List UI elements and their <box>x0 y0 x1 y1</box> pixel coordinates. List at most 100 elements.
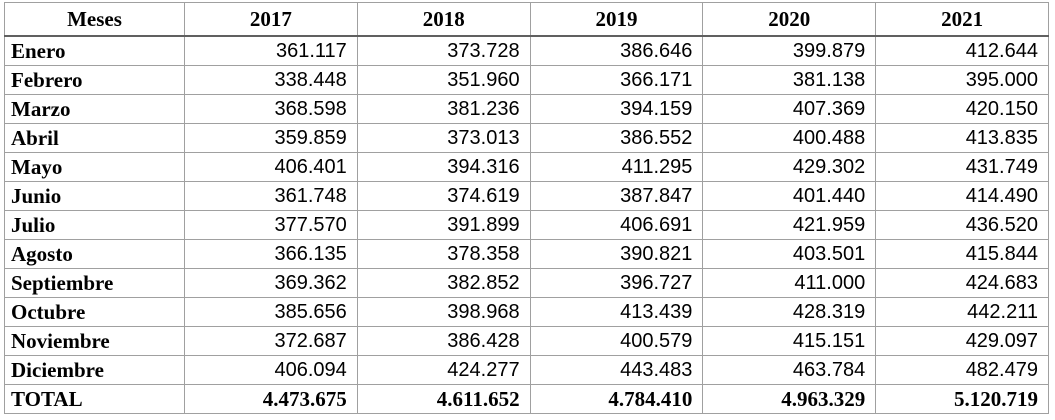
month-cell: Febrero <box>4 65 185 95</box>
data-row: Octubre 385.656 398.968 413.439 428.319 442.2… <box>4 297 1049 327</box>
value-cell: 482.479 <box>875 355 1049 385</box>
value-cell: 401.440 <box>702 181 877 211</box>
header-cell: 2019 <box>529 2 704 37</box>
value-cell: 411.000 <box>702 268 877 298</box>
total-row: TOTAL 4.473.675 4.611.652 4.784.410 4.963.32… <box>4 384 1049 414</box>
value-cell: 463.784 <box>702 355 877 385</box>
data-row: Noviembre 372.687 386.428 400.579 415.151 429… <box>4 326 1049 356</box>
value-cell: 386.552 <box>529 123 704 153</box>
value-cell: 391.899 <box>356 210 531 240</box>
header-cell: 2017 <box>184 2 358 37</box>
total-cell: 5.120.719 <box>875 384 1049 414</box>
data-row: Diciembre 406.094 424.277 443.483 463.784 482… <box>4 355 1049 385</box>
value-cell: 351.960 <box>356 65 531 95</box>
value-cell: 394.316 <box>356 152 531 182</box>
value-cell: 400.579 <box>529 326 704 356</box>
data-row: Febrero 338.448 351.960 366.171 381.138 395.0… <box>4 65 1049 95</box>
data-row: Mayo 406.401 394.316 411.295 429.302 431.749 <box>4 152 1049 182</box>
month-cell: Noviembre <box>4 326 185 356</box>
value-cell: 406.094 <box>184 355 358 385</box>
value-cell: 412.644 <box>875 35 1049 66</box>
data-row: Enero 361.117 373.728 386.646 399.879 412.644 <box>4 35 1049 66</box>
value-cell: 338.448 <box>184 65 358 95</box>
month-cell: Agosto <box>4 239 185 269</box>
value-cell: 369.362 <box>184 268 358 298</box>
total-cell: 4.963.329 <box>702 384 877 414</box>
value-cell: 431.749 <box>875 152 1049 182</box>
value-cell: 390.821 <box>529 239 704 269</box>
value-cell: 436.520 <box>875 210 1049 240</box>
value-cell: 373.728 <box>356 35 531 66</box>
value-cell: 372.687 <box>184 326 358 356</box>
month-cell: Junio <box>4 181 185 211</box>
value-cell: 415.151 <box>702 326 877 356</box>
value-cell: 403.501 <box>702 239 877 269</box>
value-cell: 424.683 <box>875 268 1049 298</box>
value-cell: 381.138 <box>702 65 877 95</box>
value-cell: 413.439 <box>529 297 704 327</box>
value-cell: 374.619 <box>356 181 531 211</box>
data-row: Junio 361.748 374.619 387.847 401.440 414.490 <box>4 181 1049 211</box>
value-cell: 373.013 <box>356 123 531 153</box>
value-cell: 386.428 <box>356 326 531 356</box>
data-row: Marzo 368.598 381.236 394.159 407.369 420.150 <box>4 94 1049 124</box>
value-cell: 424.277 <box>356 355 531 385</box>
value-cell: 428.319 <box>702 297 877 327</box>
value-cell: 406.691 <box>529 210 704 240</box>
value-cell: 382.852 <box>356 268 531 298</box>
value-cell: 377.570 <box>184 210 358 240</box>
month-cell: Abril <box>4 123 185 153</box>
value-cell: 398.968 <box>356 297 531 327</box>
value-cell: 395.000 <box>875 65 1049 95</box>
value-cell: 442.211 <box>875 297 1049 327</box>
total-cell: 4.611.652 <box>356 384 531 414</box>
data-table: Meses 2017 2018 2019 2020 2021 Enero 361.117 37… <box>4 2 1049 414</box>
header-cell: 2020 <box>702 2 877 37</box>
month-cell: Julio <box>4 210 185 240</box>
value-cell: 359.859 <box>184 123 358 153</box>
value-cell: 443.483 <box>529 355 704 385</box>
header-row: Meses 2017 2018 2019 2020 2021 <box>4 2 1049 37</box>
month-cell: Diciembre <box>4 355 185 385</box>
value-cell: 429.097 <box>875 326 1049 356</box>
table-head: Meses 2017 2018 2019 2020 2021 <box>4 2 1049 37</box>
value-cell: 378.358 <box>356 239 531 269</box>
header-cell: Meses <box>4 2 185 37</box>
value-cell: 368.598 <box>184 94 358 124</box>
value-cell: 386.646 <box>529 35 704 66</box>
data-row: Abril 359.859 373.013 386.552 400.488 413.835 <box>4 123 1049 153</box>
month-cell: Enero <box>4 35 185 66</box>
value-cell: 361.748 <box>184 181 358 211</box>
month-cell: Septiembre <box>4 268 185 298</box>
table-body: Enero 361.117 373.728 386.646 399.879 412.644… <box>4 35 1049 414</box>
value-cell: 387.847 <box>529 181 704 211</box>
month-cell: Marzo <box>4 94 185 124</box>
total-label: TOTAL <box>4 384 185 414</box>
header-cell: 2021 <box>875 2 1049 37</box>
value-cell: 396.727 <box>529 268 704 298</box>
value-cell: 411.295 <box>529 152 704 182</box>
data-row: Septiembre 369.362 382.852 396.727 411.000 42… <box>4 268 1049 298</box>
header-cell: 2018 <box>356 2 531 37</box>
value-cell: 421.959 <box>702 210 877 240</box>
total-cell: 4.473.675 <box>184 384 358 414</box>
value-cell: 385.656 <box>184 297 358 327</box>
value-cell: 414.490 <box>875 181 1049 211</box>
value-cell: 413.835 <box>875 123 1049 153</box>
value-cell: 400.488 <box>702 123 877 153</box>
table-wrapper: Meses 2017 2018 2019 2020 2021 Enero 361.117 37… <box>4 2 1049 414</box>
value-cell: 381.236 <box>356 94 531 124</box>
data-row: Agosto 366.135 378.358 390.821 403.501 415.84… <box>4 239 1049 269</box>
value-cell: 406.401 <box>184 152 358 182</box>
value-cell: 429.302 <box>702 152 877 182</box>
value-cell: 366.171 <box>529 65 704 95</box>
value-cell: 394.159 <box>529 94 704 124</box>
value-cell: 420.150 <box>875 94 1049 124</box>
value-cell: 361.117 <box>184 35 358 66</box>
data-row: Julio 377.570 391.899 406.691 421.959 436.520 <box>4 210 1049 240</box>
value-cell: 366.135 <box>184 239 358 269</box>
month-cell: Mayo <box>4 152 185 182</box>
value-cell: 415.844 <box>875 239 1049 269</box>
month-cell: Octubre <box>4 297 185 327</box>
